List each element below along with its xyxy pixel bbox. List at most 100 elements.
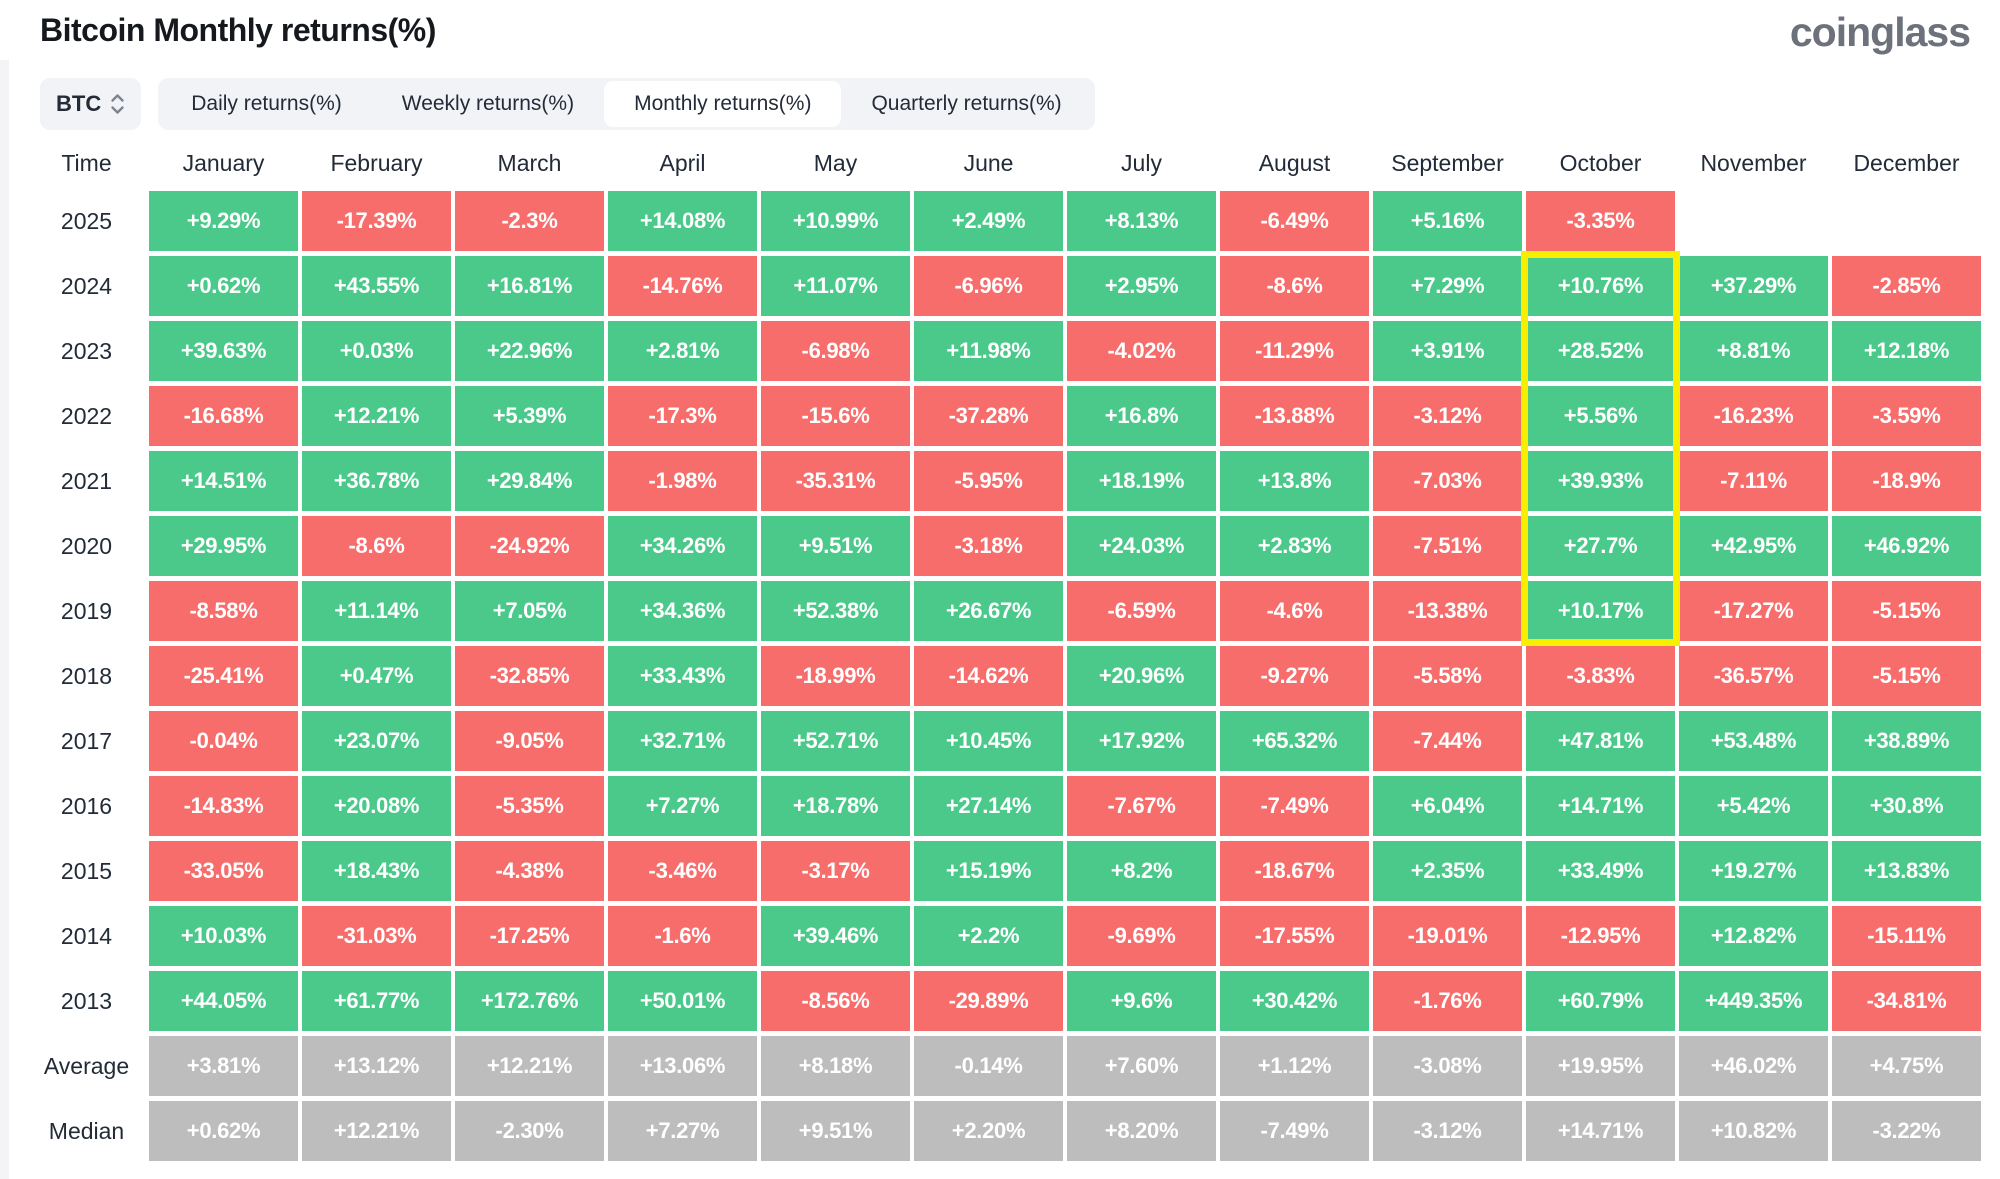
return-cell: +20.08%	[302, 776, 451, 836]
return-cell: -3.46%	[608, 841, 757, 901]
return-cell: +449.35%	[1679, 971, 1828, 1031]
topbar: Bitcoin Monthly returns(%) coinglass	[40, 9, 1971, 58]
return-cell: -25.41%	[149, 646, 298, 706]
return-cell: +0.47%	[302, 646, 451, 706]
return-cell: -12.95%	[1526, 906, 1675, 966]
month-column-header: June	[963, 149, 1014, 176]
return-cell: -4.38%	[455, 841, 604, 901]
return-cell: +7.27%	[608, 1101, 757, 1161]
return-cell: -24.92%	[455, 516, 604, 576]
return-cell: +7.27%	[608, 776, 757, 836]
return-cell: +9.6%	[1067, 971, 1216, 1031]
return-cell: +15.19%	[914, 841, 1063, 901]
return-cell: +2.35%	[1373, 841, 1522, 901]
coinglass-logo: coinglass	[1789, 9, 1971, 55]
return-cell: +14.71%	[1526, 776, 1675, 836]
return-cell: -5.58%	[1373, 646, 1522, 706]
return-cell: -14.83%	[149, 776, 298, 836]
return-cell: -3.35%	[1526, 191, 1675, 251]
return-cell: +33.49%	[1526, 841, 1675, 901]
return-cell: -4.02%	[1067, 321, 1216, 381]
return-cell: -14.62%	[914, 646, 1063, 706]
return-cell: -19.01%	[1373, 906, 1522, 966]
return-cell: -6.96%	[914, 256, 1063, 316]
row-label: 2016	[60, 792, 113, 819]
return-cell: -7.11%	[1679, 451, 1828, 511]
return-cell: +13.06%	[608, 1036, 757, 1096]
return-cell: +26.67%	[914, 581, 1063, 641]
return-cell: -0.14%	[914, 1036, 1063, 1096]
return-cell: +12.82%	[1679, 906, 1828, 966]
controls-row: BTC Daily returns(%) Weekly returns(%) M…	[40, 78, 1095, 130]
return-cell: +9.51%	[761, 1101, 910, 1161]
left-edge-strip	[0, 60, 9, 1179]
return-cell: -29.89%	[914, 971, 1063, 1031]
return-cell: +33.43%	[608, 646, 757, 706]
return-cell: +29.84%	[455, 451, 604, 511]
return-cell: +16.8%	[1067, 386, 1216, 446]
return-cell: +0.62%	[149, 1101, 298, 1161]
return-cell: -7.51%	[1373, 516, 1522, 576]
return-cell: -7.44%	[1373, 711, 1522, 771]
return-cell: -3.59%	[1832, 386, 1981, 446]
return-cell: +13.12%	[302, 1036, 451, 1096]
tab-weekly-returns[interactable]: Weekly returns(%)	[372, 81, 604, 127]
return-cell: +8.2%	[1067, 841, 1216, 901]
return-cell: +11.98%	[914, 321, 1063, 381]
tab-daily-returns[interactable]: Daily returns(%)	[161, 81, 372, 127]
return-cell: +65.32%	[1220, 711, 1369, 771]
return-cell: +43.55%	[302, 256, 451, 316]
return-cell: -13.88%	[1220, 386, 1369, 446]
return-cell: -8.58%	[149, 581, 298, 641]
return-cell: -16.23%	[1679, 386, 1828, 446]
return-cell: -3.83%	[1526, 646, 1675, 706]
return-cell: +14.71%	[1526, 1101, 1675, 1161]
return-cell: +172.76%	[455, 971, 604, 1031]
return-cell: -13.38%	[1373, 581, 1522, 641]
tab-quarterly-returns[interactable]: Quarterly returns(%)	[841, 81, 1091, 127]
return-cell: +11.14%	[302, 581, 451, 641]
return-cell: +44.05%	[149, 971, 298, 1031]
return-cell: -1.6%	[608, 906, 757, 966]
return-cell: +8.13%	[1067, 191, 1216, 251]
return-cell: +5.39%	[455, 386, 604, 446]
return-cell: -15.6%	[761, 386, 910, 446]
return-cell: +13.8%	[1220, 451, 1369, 511]
return-cell: -5.35%	[455, 776, 604, 836]
return-cell: -18.99%	[761, 646, 910, 706]
returns-table: Time January February March April May June July…	[28, 140, 1981, 1161]
return-cell: +7.60%	[1067, 1036, 1216, 1096]
return-cell: +13.83%	[1832, 841, 1981, 901]
return-cell: +12.18%	[1832, 321, 1981, 381]
tab-monthly-returns[interactable]: Monthly returns(%)	[604, 81, 842, 127]
return-cell: +5.16%	[1373, 191, 1522, 251]
page-title: Bitcoin Monthly returns(%)	[40, 12, 436, 48]
return-cell: -9.69%	[1067, 906, 1216, 966]
return-cell: +14.08%	[608, 191, 757, 251]
month-column-header: November	[1700, 149, 1807, 176]
return-cell: -3.08%	[1373, 1036, 1522, 1096]
return-cell: -5.15%	[1832, 581, 1981, 641]
return-cell: +47.81%	[1526, 711, 1675, 771]
return-cell: -2.3%	[455, 191, 604, 251]
chevron-updown-icon	[111, 94, 124, 114]
return-cell: +46.92%	[1832, 516, 1981, 576]
month-column-header: February	[330, 149, 423, 176]
return-cell: -8.6%	[1220, 256, 1369, 316]
return-cell: +8.18%	[761, 1036, 910, 1096]
symbol-select[interactable]: BTC	[40, 78, 142, 130]
return-cell: -17.39%	[302, 191, 451, 251]
return-cell: +39.93%	[1526, 451, 1675, 511]
month-column-header: December	[1853, 149, 1960, 176]
row-label: 2014	[60, 922, 113, 949]
return-cell: -34.81%	[1832, 971, 1981, 1031]
return-cell: +18.19%	[1067, 451, 1216, 511]
return-cell: -14.76%	[608, 256, 757, 316]
return-cell: +2.49%	[914, 191, 1063, 251]
return-cell: -7.49%	[1220, 776, 1369, 836]
return-cell: -9.05%	[455, 711, 604, 771]
row-label: Average	[43, 1052, 130, 1079]
return-cell: +16.81%	[455, 256, 604, 316]
return-cell: -6.49%	[1220, 191, 1369, 251]
return-cell: +30.42%	[1220, 971, 1369, 1031]
